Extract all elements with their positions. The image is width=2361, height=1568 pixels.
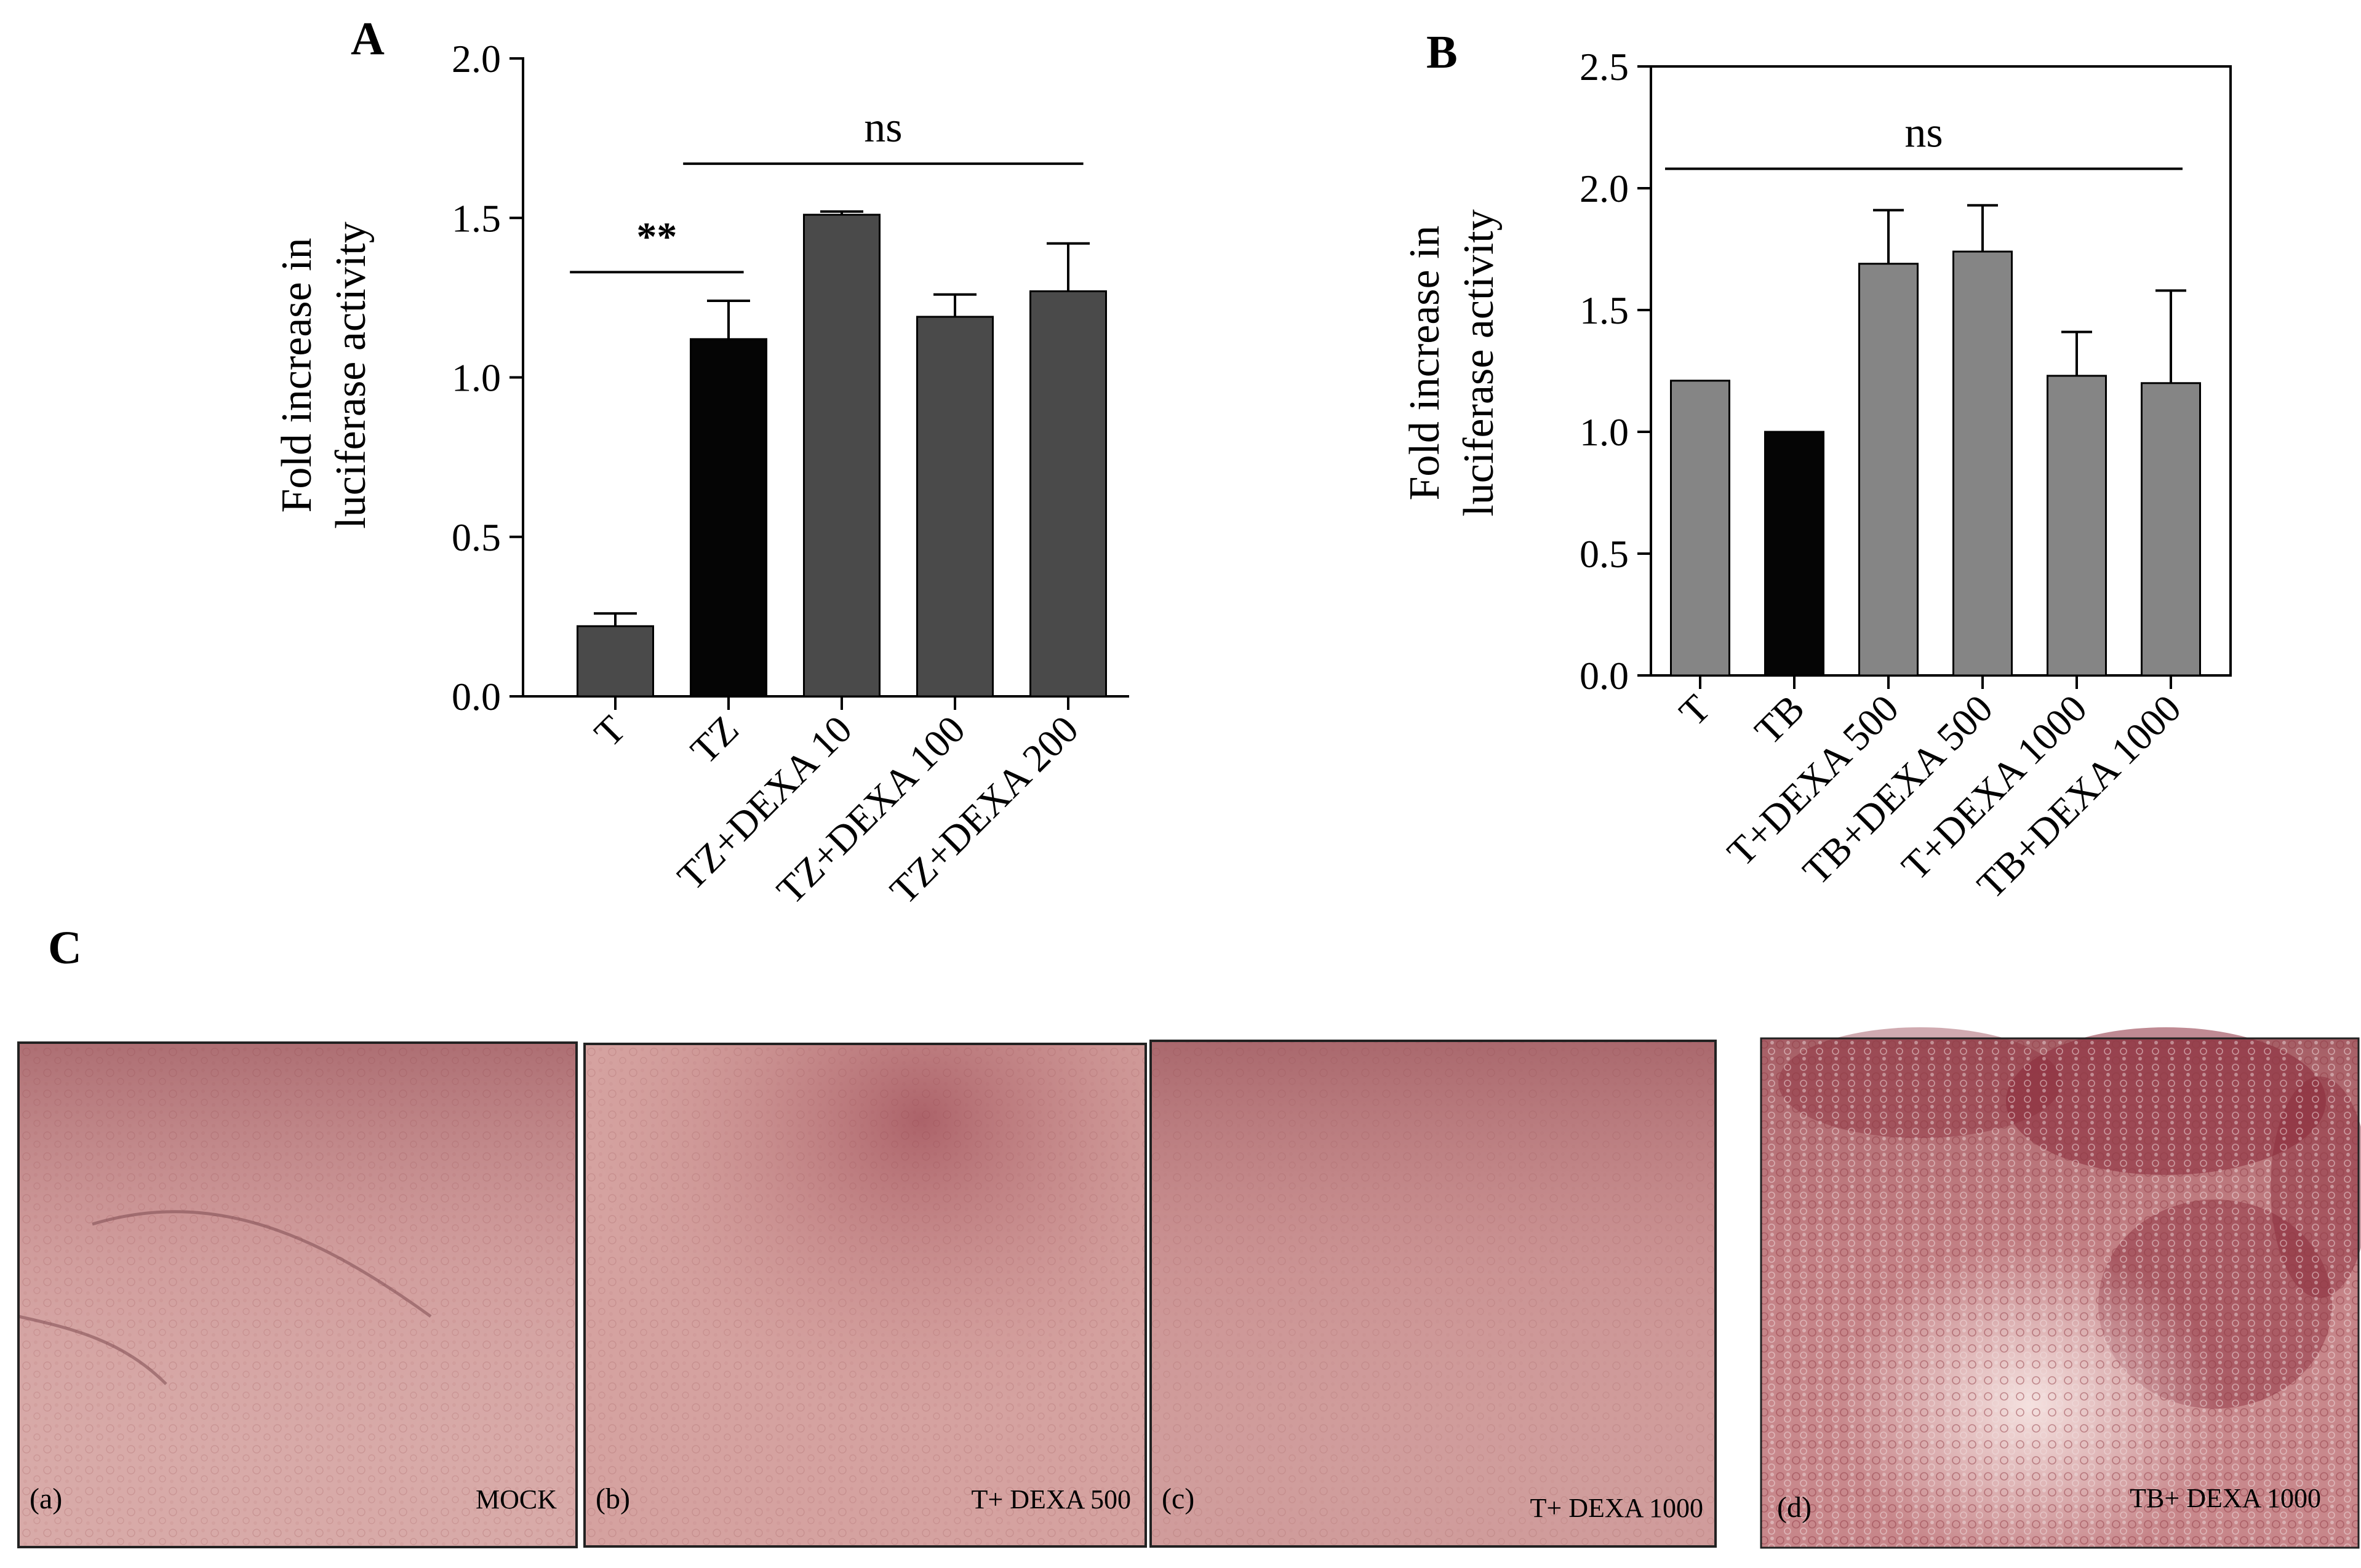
micrograph-c-tag: (c) <box>1162 1482 1194 1515</box>
micrograph-c-label: T+ DEXA 1000 <box>1530 1493 1703 1523</box>
micrograph-c-frame <box>1149 1040 1717 1548</box>
micrograph-c-shade <box>1151 1041 1716 1546</box>
chart-b: Fold increase in luciferase activity 0.0… <box>1401 45 2232 907</box>
chart-a-y-axis-title-line-2: luciferase activity <box>327 221 375 528</box>
micrograph-a-tag: (a) <box>30 1482 62 1515</box>
chart-a-y-tick-label: 1.5 <box>452 196 501 240</box>
chart-b-y-tick-label: 0.5 <box>1580 532 1629 576</box>
chart-a-bar <box>803 213 881 698</box>
micrograph-d-texture <box>1761 1038 2359 1548</box>
chart-b-y-tick-label: 1.5 <box>1580 289 1629 332</box>
chart-b-significance-label: ns <box>1904 109 1943 156</box>
chart-a-y-tick-label: 2.0 <box>452 37 501 81</box>
chart-b-bar <box>2141 382 2201 677</box>
chart-b-bar <box>1670 380 1730 677</box>
micrograph-a-frame <box>17 1041 578 1548</box>
micrograph-d-label: TB+ DEXA 1000 <box>2130 1483 2321 1513</box>
panel-letter-b: B <box>1426 26 1458 78</box>
panel-letter-a: A <box>351 13 385 65</box>
micrograph-c: (c) T+ DEXA 1000 <box>1149 1040 1717 1548</box>
chart-a-significance-label: ns <box>864 104 902 151</box>
micrograph-b: (b) T+ DEXA 500 <box>583 1043 1147 1548</box>
chart-b-bar <box>1858 263 1919 677</box>
chart-b-y-axis-title-line-2: luciferase activity <box>1455 209 1503 516</box>
micrograph-d: (d) TB+ DEXA 1000 <box>1760 1027 2361 1549</box>
micrograph-a-shade <box>18 1043 577 1547</box>
chart-a-significance-label: ** <box>636 214 677 259</box>
chart-b-y-tick-label: 1.0 <box>1580 410 1629 454</box>
chart-b-bar <box>1764 431 1824 677</box>
chart-a-y-axis-title-line-1: Fold increase in <box>273 237 321 512</box>
chart-b-y-axis-title: Fold increase in luciferase activity <box>1401 209 1503 516</box>
micrograph-b-shade <box>585 1044 1146 1546</box>
chart-a-bar <box>690 338 767 698</box>
micrograph-a-fiber <box>18 1210 432 1385</box>
micrograph-d-tag: (d) <box>1777 1491 1812 1524</box>
chart-a-y-tick-label: 0.5 <box>452 515 501 559</box>
chart-a: Fold increase in luciferase activity 0.0… <box>273 37 1129 912</box>
chart-a-bar <box>916 316 994 698</box>
chart-a-x-tick-label: T <box>586 707 634 755</box>
micrograph-d-frame <box>1760 1037 2360 1549</box>
chart-b-x-tick-label: T <box>1671 686 1719 734</box>
chart-a-y-tick-label: 1.0 <box>452 356 501 400</box>
chart-b-y-axis-title-line-1: Fold increase in <box>1401 225 1448 500</box>
micrograph-a: (a) MOCK <box>17 1041 578 1548</box>
chart-b-bar <box>1952 250 2013 677</box>
micrograph-b-label: T+ DEXA 500 <box>972 1484 1131 1514</box>
panel-letter-c: C <box>48 922 82 974</box>
micrograph-b-tag: (b) <box>596 1482 630 1515</box>
chart-b-y-tick-label: 0.0 <box>1580 654 1629 698</box>
chart-b-bar <box>2047 375 2107 677</box>
chart-a-y-tick-label: 0.0 <box>452 675 501 718</box>
chart-a-bar <box>577 625 654 698</box>
chart-b-plot-frame <box>1650 65 2232 677</box>
chart-a-y-axis-title: Fold increase in luciferase activity <box>273 221 375 528</box>
chart-b-x-tick-label: TB <box>1746 686 1813 753</box>
chart-a-x-tick-label: TZ <box>682 707 746 772</box>
micrograph-a-label: MOCK <box>476 1484 557 1514</box>
micrograph-b-frame <box>583 1043 1147 1548</box>
chart-b-y-tick-label: 2.0 <box>1580 167 1629 210</box>
chart-a-bar <box>1029 290 1107 698</box>
chart-b-y-tick-label: 2.5 <box>1580 45 1629 89</box>
